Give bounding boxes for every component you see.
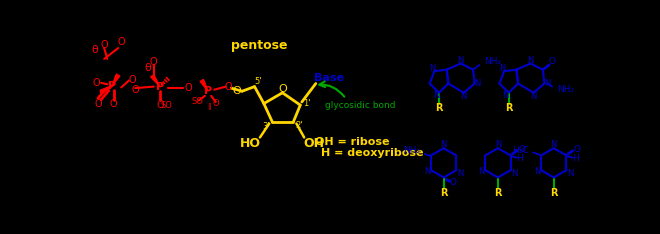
Polygon shape bbox=[112, 74, 120, 86]
Text: O: O bbox=[224, 82, 232, 91]
Text: N: N bbox=[495, 140, 501, 149]
Text: R: R bbox=[435, 103, 443, 113]
Text: N: N bbox=[475, 79, 481, 88]
Text: O: O bbox=[574, 145, 581, 154]
Text: N: N bbox=[502, 91, 509, 100]
Text: 1': 1' bbox=[303, 99, 310, 108]
Text: 3': 3' bbox=[263, 122, 270, 131]
Text: R: R bbox=[494, 188, 502, 198]
Text: O: O bbox=[110, 99, 117, 109]
Text: H = deoxyribose: H = deoxyribose bbox=[321, 148, 424, 158]
Text: Base: Base bbox=[314, 73, 344, 83]
Text: N: N bbox=[457, 56, 464, 65]
Text: R: R bbox=[550, 188, 558, 198]
Text: O: O bbox=[117, 37, 125, 47]
Text: O: O bbox=[131, 85, 139, 95]
Text: θ: θ bbox=[145, 63, 151, 73]
Text: N: N bbox=[527, 56, 534, 65]
Text: P: P bbox=[204, 86, 212, 96]
Text: H: H bbox=[572, 154, 579, 163]
Text: OH: OH bbox=[303, 137, 324, 150]
Text: O: O bbox=[100, 40, 108, 50]
Text: O: O bbox=[128, 75, 136, 85]
Text: NH₂: NH₂ bbox=[557, 85, 574, 94]
Text: O: O bbox=[232, 86, 241, 96]
Text: P: P bbox=[156, 82, 164, 91]
Text: H₃C: H₃C bbox=[512, 146, 529, 155]
Text: 5': 5' bbox=[254, 77, 261, 86]
Text: N: N bbox=[433, 91, 439, 100]
Text: O: O bbox=[213, 99, 219, 108]
Text: O: O bbox=[156, 100, 164, 110]
Text: R: R bbox=[505, 103, 513, 113]
Polygon shape bbox=[200, 80, 208, 91]
Text: R: R bbox=[440, 188, 447, 198]
Text: O: O bbox=[548, 58, 556, 66]
Text: NH₂: NH₂ bbox=[484, 58, 501, 66]
Text: glycosidic bond: glycosidic bond bbox=[325, 101, 395, 110]
Text: N: N bbox=[440, 140, 447, 149]
Text: N: N bbox=[461, 92, 467, 101]
Text: N: N bbox=[478, 167, 484, 176]
Text: SO: SO bbox=[191, 98, 203, 106]
Polygon shape bbox=[150, 75, 160, 87]
Text: N: N bbox=[500, 64, 506, 73]
Text: P: P bbox=[108, 81, 116, 91]
Text: N: N bbox=[550, 140, 557, 149]
Text: SO: SO bbox=[160, 101, 172, 110]
Text: NH₂: NH₂ bbox=[403, 146, 420, 155]
Text: θ: θ bbox=[92, 45, 98, 55]
Text: HO: HO bbox=[240, 137, 261, 150]
Text: N: N bbox=[512, 169, 517, 178]
Text: 2': 2' bbox=[296, 121, 303, 130]
Text: ||: || bbox=[207, 103, 212, 110]
Text: N: N bbox=[531, 92, 537, 101]
Text: O: O bbox=[92, 78, 100, 88]
Text: N: N bbox=[567, 169, 574, 178]
Text: O: O bbox=[150, 57, 158, 67]
Text: H: H bbox=[517, 154, 523, 163]
Polygon shape bbox=[100, 86, 112, 94]
Text: N: N bbox=[424, 167, 430, 176]
Text: O: O bbox=[184, 83, 191, 93]
Text: O: O bbox=[278, 84, 287, 94]
Text: N: N bbox=[534, 167, 541, 176]
Text: N: N bbox=[430, 64, 436, 73]
Text: O: O bbox=[449, 178, 457, 186]
Text: O: O bbox=[518, 145, 525, 154]
Text: pentose: pentose bbox=[231, 39, 288, 51]
Text: OH = ribose: OH = ribose bbox=[315, 137, 389, 147]
Text: O: O bbox=[94, 99, 102, 109]
Text: N: N bbox=[544, 79, 550, 88]
Text: N: N bbox=[457, 169, 463, 178]
